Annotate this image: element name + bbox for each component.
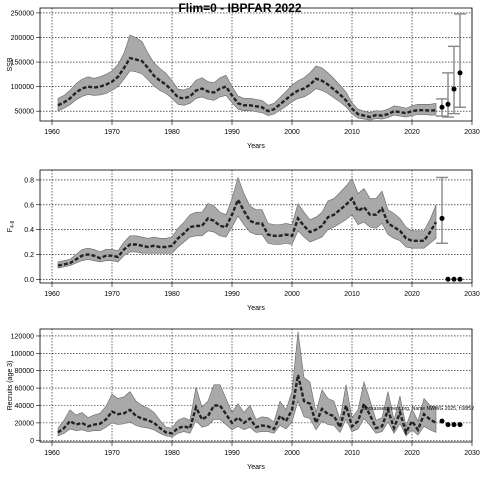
f-x-tick-label-3: 1990 bbox=[224, 291, 240, 298]
f-x-tick-label-6: 2020 bbox=[404, 291, 420, 298]
ssb-y-tick-label-2: 150000 bbox=[11, 60, 34, 67]
recruits-y-axis-title: Recruits (age 3) bbox=[7, 361, 14, 411]
ssb-estimate-line bbox=[57, 56, 437, 119]
ssb-projection-point-3 bbox=[457, 70, 463, 76]
ssb-panel: 1960 1970 1980 1990 2000 2010 2020 2030 50000 100… bbox=[7, 7, 480, 150]
ssb-confidence-band bbox=[57, 34, 437, 121]
f-estimate-line bbox=[57, 196, 438, 267]
recruits-x-axis-title: Years bbox=[247, 464, 265, 471]
f-y-tick-label-3: 0.6 bbox=[24, 202, 34, 209]
recruitment-panel: 1960 1970 1980 1990 2000 2010 2020 2030 0 20000 40… bbox=[7, 328, 480, 471]
recruits-confidence-band bbox=[57, 331, 437, 438]
ssb-projection-point-0 bbox=[439, 104, 445, 110]
recruits-x-tick-label-7: 2030 bbox=[464, 450, 480, 457]
ssb-y-tick-label-0: 50000 bbox=[15, 109, 35, 116]
recruits-x-tick-label-3: 1990 bbox=[224, 450, 240, 457]
f-projection-point-0 bbox=[439, 215, 445, 221]
ssb-projection-point-2 bbox=[451, 86, 457, 92]
recruits-plot-frame bbox=[39, 328, 473, 443]
recruits-projection-point-1 bbox=[445, 422, 451, 428]
f-y-tick-label-4: 0.8 bbox=[24, 177, 34, 184]
f-plot-frame bbox=[39, 169, 473, 284]
recruits-y-tick-label-1: 20000 bbox=[15, 420, 35, 427]
recruits-estimate-line bbox=[57, 374, 437, 436]
ssb-x-tick-label-2: 1980 bbox=[164, 129, 180, 136]
ssb-x-tick-label-6: 2020 bbox=[404, 129, 420, 136]
recruits-projection-point-0 bbox=[439, 418, 445, 424]
recruits-x-tick-label-1: 1970 bbox=[104, 450, 120, 457]
recruits-projection-point-3 bbox=[457, 422, 463, 428]
ssb-x-tick-label-1: 1970 bbox=[104, 129, 120, 136]
f-y-tick-label-1: 0.2 bbox=[24, 252, 34, 259]
recruits-y-tick-label-6: 120000 bbox=[11, 333, 34, 340]
ssb-x-tick-label-5: 2010 bbox=[344, 129, 360, 136]
recruits-y-tick-label-4: 80000 bbox=[15, 368, 35, 375]
ssb-x-tick-label-0: 1960 bbox=[44, 129, 60, 136]
f-x-tick-label-1: 1970 bbox=[104, 291, 120, 298]
fishing-mortality-panel: 1960 1970 1980 1990 2000 2010 2020 2030 0.0 0.2 0.… bbox=[7, 169, 480, 312]
f-y-tick-label-0: 0.0 bbox=[24, 277, 34, 284]
ssb-x-tick-label-3: 1990 bbox=[224, 129, 240, 136]
f-x-axis-title: Years bbox=[247, 305, 265, 312]
recruits-y-tick-label-2: 40000 bbox=[15, 403, 35, 410]
recruits-x-tick-label-2: 1980 bbox=[164, 450, 180, 457]
f-y-axis-title: F4-8 bbox=[7, 221, 16, 233]
f-projection-point-1 bbox=[445, 276, 451, 282]
f-x-tick-label-0: 1960 bbox=[44, 291, 60, 298]
recruits-x-tick-label-5: 2010 bbox=[344, 450, 360, 457]
ssb-y-tick-label-1: 100000 bbox=[11, 84, 34, 91]
recruits-x-tick-label-4: 2000 bbox=[284, 450, 300, 457]
recruits-x-tick-label-0: 1960 bbox=[44, 450, 60, 457]
recruits-projection-point-2 bbox=[451, 422, 457, 428]
recruits-y-tick-label-0: 0 bbox=[30, 438, 34, 445]
f-y-tick-label-2: 0.4 bbox=[24, 227, 34, 234]
ssb-x-axis-title: Years bbox=[247, 143, 265, 150]
f-x-tick-label-7: 2030 bbox=[464, 291, 480, 298]
ssb-x-tick-label-4: 2000 bbox=[284, 129, 300, 136]
f-projection-point-2 bbox=[451, 276, 457, 282]
recruits-x-tick-label-6: 2020 bbox=[404, 450, 420, 457]
ssb-y-tick-label-3: 200000 bbox=[11, 35, 34, 42]
footnote: stockassessment.org, Name NWWG 2025, f:0… bbox=[362, 406, 474, 412]
f-x-tick-label-2: 1980 bbox=[164, 291, 180, 298]
recruits-y-tick-label-5: 100000 bbox=[11, 351, 34, 358]
ssb-y-axis-title: SSB bbox=[7, 57, 14, 71]
f-x-tick-label-4: 2000 bbox=[284, 291, 300, 298]
f-x-tick-label-5: 2010 bbox=[344, 291, 360, 298]
ssb-plot-frame bbox=[39, 7, 473, 122]
ssb-projection-point-1 bbox=[445, 101, 451, 107]
f-projection-point-3 bbox=[457, 276, 463, 282]
ssb-y-tick-label-4: 250000 bbox=[11, 10, 34, 17]
recruits-y-tick-label-3: 60000 bbox=[15, 386, 35, 393]
f-y-axis-title-subscript: 4-8 bbox=[10, 221, 16, 228]
ssb-x-tick-label-7: 2030 bbox=[464, 129, 480, 136]
